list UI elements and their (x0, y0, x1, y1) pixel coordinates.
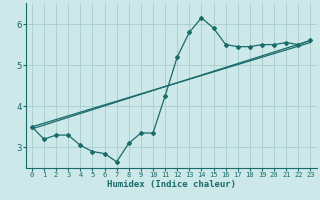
X-axis label: Humidex (Indice chaleur): Humidex (Indice chaleur) (107, 180, 236, 189)
